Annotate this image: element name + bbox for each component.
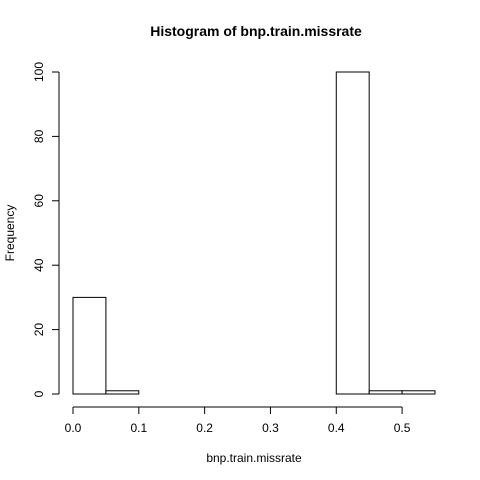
y-tick-label-2: 40 (32, 258, 46, 272)
y-tick-label-4: 80 (32, 129, 46, 143)
x-axis-label: bnp.train.missrate (206, 451, 302, 465)
y-axis: 0 20 40 60 80 100 (32, 62, 60, 397)
x-tick-label-2: 0.2 (196, 421, 213, 435)
x-tick-label-5: 0.5 (394, 421, 411, 435)
y-tick-label-1: 20 (32, 323, 46, 337)
histogram-bar-9 (368, 390, 403, 395)
y-tick-label-5: 100 (32, 62, 46, 82)
x-tick-label-3: 0.3 (262, 421, 279, 435)
x-tick-label-0: 0.0 (65, 421, 82, 435)
x-axis: 0.0 0.1 0.2 0.3 0.4 0.5 (65, 406, 411, 435)
x-tick-label-4: 0.4 (328, 421, 345, 435)
y-tick-label-0: 0 (32, 390, 46, 397)
chart-title: Histogram of bnp.train.missrate (150, 23, 362, 39)
histogram-bar-1 (105, 390, 140, 395)
histogram-bar-8 (335, 71, 370, 395)
histogram-bar-0 (72, 296, 107, 395)
histogram-bar-10 (401, 390, 436, 395)
y-axis-label: Frequency (3, 205, 17, 262)
x-tick-label-1: 0.1 (130, 421, 147, 435)
bars-layer (72, 71, 436, 395)
y-tick-label-3: 60 (32, 194, 46, 208)
